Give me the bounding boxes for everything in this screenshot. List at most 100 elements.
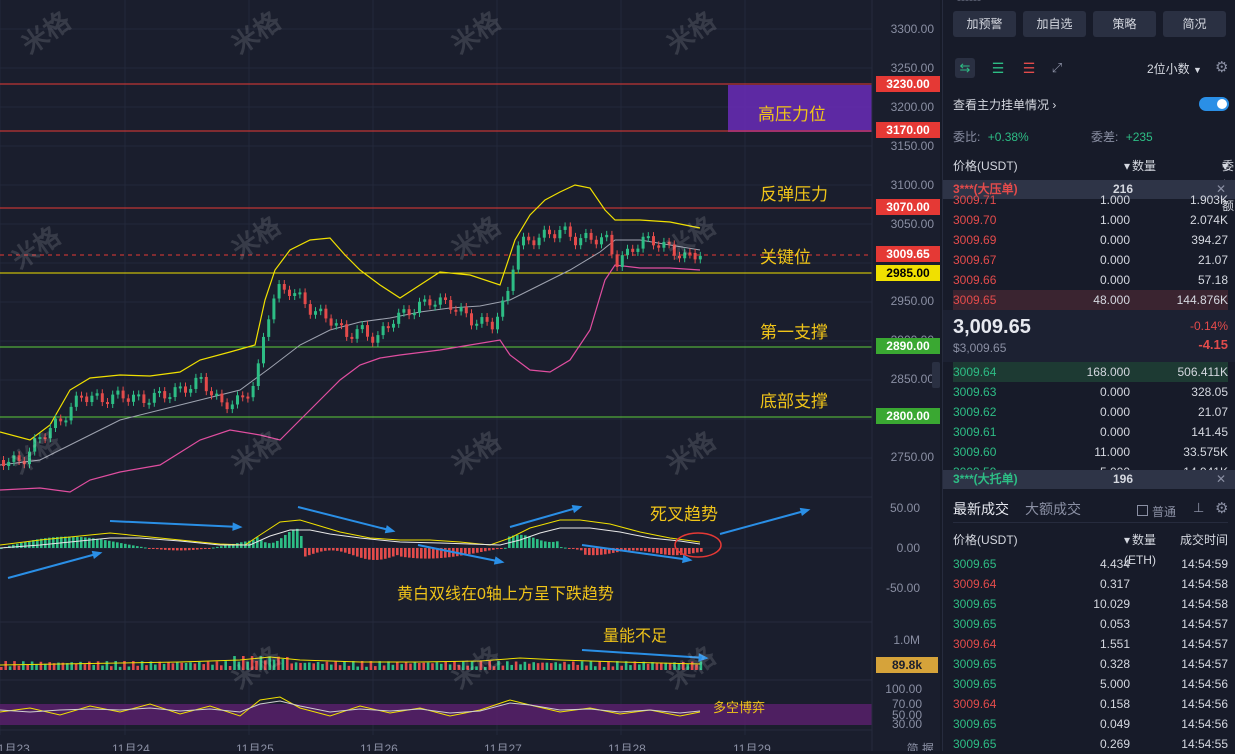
volume-bar (668, 662, 672, 670)
overview-button[interactable]: 简况 (1163, 11, 1226, 37)
volume-bar (92, 664, 95, 670)
candle-body (423, 299, 427, 302)
macd-bar (148, 548, 151, 549)
add-favorite-button[interactable]: 加自选 (1023, 11, 1086, 37)
volume-bar (48, 662, 51, 670)
panel-collapse-handle[interactable] (932, 362, 940, 388)
candle-body (251, 385, 255, 398)
candle-body (90, 395, 94, 403)
trend-arrow-head (493, 556, 505, 565)
book-asks-icon[interactable]: ☰ (1022, 60, 1036, 76)
candle-body (594, 239, 598, 245)
candle-body (48, 428, 52, 439)
close-icon[interactable]: ✕ (1215, 472, 1226, 486)
macd-bar (224, 545, 227, 548)
book-bids-icon[interactable]: ☰ (991, 60, 1005, 76)
candle-body (376, 335, 380, 343)
volume-bar (316, 662, 320, 670)
macd-bar (596, 548, 599, 556)
settings-icon[interactable]: ⚙ (1215, 59, 1229, 76)
bid-row[interactable]: 3009.63 0.000 328.05 (953, 382, 1228, 402)
volume-bar (167, 662, 170, 670)
volume-bar (365, 666, 368, 670)
main-orders-link[interactable]: 查看主力挂单情况 › (953, 96, 1056, 113)
filter-icon[interactable]: ⊥ (1193, 500, 1205, 515)
book-both-icon[interactable]: ⇆ (955, 58, 975, 78)
macd-bar (276, 540, 279, 548)
ask-row[interactable]: 3009.67 0.000 21.07 (953, 250, 1228, 270)
trades-header-qty[interactable]: 数量(ETH) ▾ (1123, 533, 1156, 567)
macd-axis-label: 50.00 (889, 501, 920, 515)
macd-bar (408, 548, 411, 558)
candle-body (74, 395, 78, 407)
candle-body (537, 237, 541, 246)
volume-bar (303, 662, 307, 670)
close-icon[interactable]: ✕ (1215, 182, 1226, 196)
header-total[interactable]: 委托额 ▾ (1221, 159, 1234, 213)
x-axis-label: 11月24 (112, 742, 150, 751)
candle-body (584, 232, 588, 239)
big-ask-banner[interactable]: 3***(大压单) 216 ✕ (943, 180, 1235, 199)
trade-row: 3009.65 0.328 14:54:57 (953, 654, 1228, 674)
bid-row[interactable]: 3009.60 11.000 33.575K (953, 442, 1228, 462)
macd-bar (608, 548, 611, 554)
candle-body (17, 455, 21, 461)
price-cell: 3009.64 (953, 365, 997, 379)
x-axis-label: 11月28 (608, 742, 646, 751)
macd-bar (680, 548, 683, 555)
bid-row[interactable]: 3009.61 0.000 141.45 (953, 422, 1228, 442)
order-book-panel: ------ 加预警 加自选 策略 简况 ⇆ ☰ ☰ ⤢ 2位小数 ▼ ⚙ 查看… (942, 0, 1235, 751)
macd-bar (640, 548, 643, 551)
candle-body (558, 229, 562, 239)
ask-row[interactable]: 3009.71 1.000 1.903K (953, 190, 1228, 210)
candle-body (657, 245, 661, 248)
trade-time: 14:54:57 (1181, 637, 1228, 651)
ask-row[interactable]: 3009.65 48.000 144.876K (953, 290, 1228, 310)
volume-bar (576, 664, 579, 670)
tab-latest-trades[interactable]: 最新成交 (953, 501, 1009, 517)
strategy-button[interactable]: 策略 (1093, 11, 1156, 37)
macd-bar (312, 548, 315, 554)
macd-bar (308, 548, 311, 556)
candle-body (288, 289, 291, 296)
volume-bar (184, 662, 188, 670)
volume-bar (242, 656, 245, 670)
tab-large-trades[interactable]: 大额成交 (1025, 501, 1081, 517)
volume-bar (501, 665, 505, 670)
ask-row[interactable]: 3009.69 0.000 394.27 (953, 230, 1228, 250)
decimals-select[interactable]: 2位小数 ▼ (1147, 60, 1202, 77)
volume-bar (105, 661, 109, 670)
macd-bar (340, 548, 343, 552)
volume-bar (567, 664, 571, 670)
watermark: 米格 (661, 5, 722, 60)
ask-row[interactable]: 3009.66 0.000 57.18 (953, 270, 1228, 290)
volume-bar (435, 662, 439, 670)
trade-price: 3009.65 (953, 557, 997, 571)
normal-checkbox[interactable]: 普通 (1137, 503, 1176, 520)
volume-bar (101, 665, 104, 670)
boll-upper-line (0, 184, 701, 441)
price-cell: 3009.65 (953, 293, 997, 307)
add-alert-button[interactable]: 加预警 (953, 11, 1016, 37)
big-bid-banner[interactable]: 3***(大托单) 196 ✕ (943, 470, 1235, 489)
volume-bar (418, 663, 421, 670)
main-orders-toggle[interactable] (1199, 97, 1229, 111)
macd-bar (196, 548, 199, 550)
trades-header: 价格(USDT) 数量(ETH) ▾ 成交时间 (953, 530, 1228, 567)
trade-settings-icon[interactable]: ⚙ (1215, 500, 1229, 517)
candle-body (355, 329, 359, 339)
y-axis-label: 3050.00 (890, 217, 934, 231)
trade-row: 3009.65 10.029 14:54:58 (953, 594, 1228, 614)
header-qty[interactable]: 数量 (ETH) ▾ (1123, 159, 1156, 193)
ask-row[interactable]: 3009.70 1.000 2.074K (953, 210, 1228, 230)
volume-bar (378, 661, 381, 670)
bid-row[interactable]: 3009.62 0.000 21.07 (953, 402, 1228, 422)
trade-time: 14:54:56 (1181, 717, 1228, 731)
volume-bar (374, 666, 377, 670)
macd-bar (432, 548, 435, 559)
trade-qty: 1.551 (1099, 637, 1130, 651)
expand-icon[interactable]: ⤢ (1051, 60, 1063, 75)
bid-row[interactable]: 3009.64 168.000 506.411K (953, 362, 1228, 382)
chart-area[interactable]: 米格 米格 米格 米格 米格 米格 米格 米格 米格 米格 米格 米格 米格 米格 米格 3300.00 32… (0, 0, 940, 751)
